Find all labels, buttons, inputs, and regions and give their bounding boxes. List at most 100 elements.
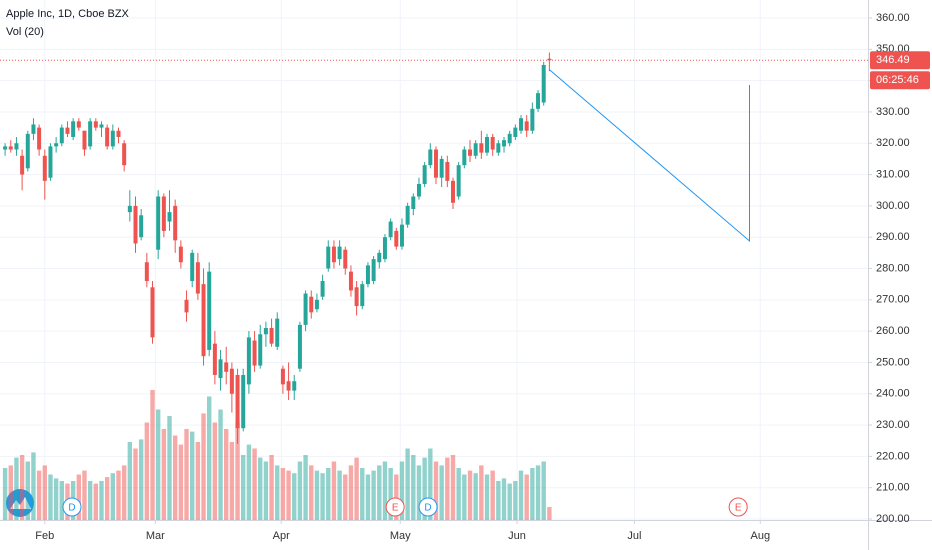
candle-body: [212, 343, 217, 375]
candle-body: [3, 146, 8, 150]
volume-bar: [121, 465, 127, 520]
candle-body: [507, 133, 512, 144]
candle-body: [354, 287, 359, 307]
volume-bar: [314, 470, 320, 520]
volume-bar: [484, 474, 490, 520]
last-price-label: 346.49: [876, 54, 910, 66]
volume-bar: [399, 461, 405, 520]
candle-body: [252, 340, 257, 366]
candle-body: [229, 368, 234, 394]
volume-bar: [524, 474, 529, 520]
volume-bar: [229, 442, 235, 520]
y-tick-label: 200.00: [876, 513, 910, 525]
volume-bar: [462, 474, 467, 520]
candle-body: [54, 143, 59, 147]
volume-bar: [110, 473, 116, 520]
volume-bar: [235, 422, 240, 520]
volume-bar: [241, 455, 246, 520]
volume-bar: [25, 461, 30, 520]
event-marker: [62, 497, 82, 517]
volume-bar: [167, 416, 172, 520]
volume-bar: [252, 448, 257, 520]
candle-body: [167, 212, 172, 222]
y-tick-label: 310.00: [876, 168, 910, 180]
volume-bar: [201, 413, 206, 520]
candle-body: [258, 334, 263, 366]
volume-bar: [172, 435, 178, 520]
y-tick-label: 230.00: [876, 419, 910, 431]
volume-bar: [507, 483, 512, 520]
candle-body: [71, 121, 76, 137]
x-tick-label: Apr: [273, 530, 290, 542]
candle-body: [326, 246, 331, 269]
candle-body: [133, 205, 138, 244]
candle-body: [48, 146, 53, 178]
volume-bar: [535, 465, 541, 520]
volume-bar: [371, 470, 376, 520]
candle-body: [365, 265, 370, 285]
x-tick-label: Jun: [508, 530, 526, 542]
event-label: D: [68, 503, 75, 514]
volume-bar: [275, 465, 280, 520]
candle-body: [422, 165, 427, 184]
volume-bar: [104, 477, 110, 520]
volume-bar: [405, 448, 410, 520]
y-tick-label: 260.00: [876, 325, 910, 337]
volume-bar: [297, 461, 303, 520]
volume-bar: [541, 461, 546, 520]
event-marker: [728, 497, 748, 517]
candle-body: [224, 362, 229, 372]
volume-bar: [467, 470, 473, 520]
volume-bar: [178, 444, 184, 520]
volume-bar: [348, 465, 354, 520]
volume-bar: [280, 468, 286, 520]
candle-body: [468, 149, 473, 156]
candle-body: [360, 284, 365, 307]
volume-bar: [365, 474, 371, 520]
volume-bar: [382, 461, 388, 520]
axis: 200.00 210.00 220.00 230.00 240.00 250.00 260.…: [35, 12, 909, 542]
event-label: D: [424, 503, 431, 514]
candle-body: [207, 271, 212, 350]
volume-bar: [530, 468, 535, 520]
candle-body: [456, 165, 461, 197]
candle-body: [519, 118, 524, 131]
volume-bar: [320, 473, 325, 520]
volume-bar: [189, 431, 195, 520]
candle-body: [485, 136, 490, 153]
candle-body: [343, 249, 348, 269]
candle-body: [479, 143, 484, 153]
y-tick-label: 240.00: [876, 388, 910, 400]
candle-body: [331, 246, 336, 263]
candle-body: [286, 381, 291, 391]
y-tick-label: 280.00: [876, 262, 910, 274]
x-tick-label: Mar: [146, 530, 165, 542]
candle-body: [190, 252, 195, 282]
volume-bar: [116, 470, 121, 520]
volume-bar: [59, 481, 64, 520]
volume-bar: [428, 448, 433, 520]
x-tick-label: Aug: [750, 530, 770, 542]
candle-body: [59, 127, 64, 144]
volume-bar: [76, 474, 82, 520]
candle-body: [416, 183, 421, 197]
volume-bar: [82, 470, 87, 520]
volume-bar: [292, 473, 297, 520]
volume-bar: [2, 468, 8, 520]
volume-bar: [309, 465, 314, 520]
volume-bar: [286, 470, 291, 520]
volume-bar: [354, 457, 359, 520]
volume-bar: [490, 470, 495, 520]
volume-bar: [150, 390, 155, 520]
volume-bar: [99, 481, 104, 520]
candle-body: [14, 143, 19, 150]
candle-body: [161, 196, 166, 231]
volume-bar: [479, 465, 484, 520]
y-tick-label: 330.00: [876, 106, 910, 118]
volume-bar: [207, 396, 212, 520]
volume-bar: [218, 409, 223, 520]
volume-bar: [31, 452, 36, 520]
candle-body: [156, 196, 161, 250]
candle-body: [399, 224, 404, 247]
